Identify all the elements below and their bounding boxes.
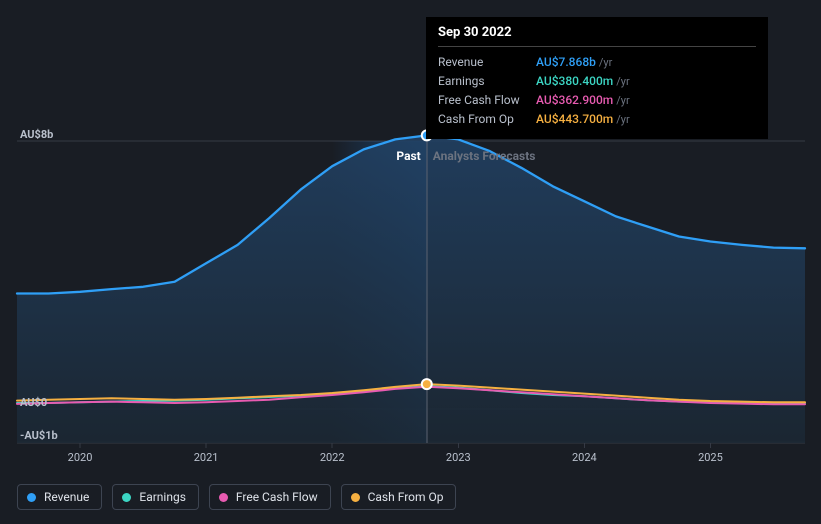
tooltip-metric-label: Free Cash Flow (438, 91, 536, 109)
tooltip-metric-label: Earnings (438, 72, 536, 90)
tooltip-date: Sep 30 2022 (438, 25, 756, 47)
legend-item-cash-from-op[interactable]: Cash From Op (341, 484, 457, 510)
region-label-forecast: Analysts Forecasts (433, 149, 536, 163)
tooltip-suffix: /yr (616, 73, 629, 91)
legend-label: Cash From Op (368, 490, 444, 504)
tooltip-metric-value: AU$380.400m (536, 72, 613, 90)
chart-tooltip: Sep 30 2022 RevenueAU$7.868b/yrEarningsA… (426, 17, 768, 139)
x-axis-tick: 2020 (68, 451, 93, 464)
chart-legend: Revenue Earnings Free Cash Flow Cash From O… (17, 484, 456, 510)
x-axis-tick: 2023 (446, 451, 471, 464)
tooltip-metric-value: AU$443.700m (536, 110, 613, 128)
x-axis-tick: 2025 (698, 451, 723, 464)
x-axis-tick: 2022 (320, 451, 345, 464)
tooltip-row: EarningsAU$380.400m/yr (438, 72, 756, 91)
tooltip-metric-value: AU$7.868b (536, 53, 596, 71)
legend-label: Free Cash Flow (236, 490, 318, 504)
legend-color-dot (351, 493, 360, 502)
tooltip-row: Cash From OpAU$443.700m/yr (438, 110, 756, 129)
tooltip-suffix: /yr (599, 54, 612, 72)
tooltip-row: Free Cash FlowAU$362.900m/yr (438, 91, 756, 110)
x-axis-tick: 2024 (572, 451, 597, 464)
tooltip-metric-label: Revenue (438, 53, 536, 71)
tooltip-suffix: /yr (616, 92, 629, 110)
legend-color-dot (219, 493, 228, 502)
legend-item-earnings[interactable]: Earnings (112, 484, 199, 510)
y-axis-label: AU$8b (20, 128, 53, 141)
legend-label: Revenue (44, 490, 89, 504)
legend-color-dot (27, 493, 36, 502)
x-axis: 2020 2021 2022 2023 2024 2025 (0, 451, 821, 467)
legend-item-revenue[interactable]: Revenue (17, 484, 102, 510)
tooltip-metric-value: AU$362.900m (536, 91, 613, 109)
tooltip-metric-label: Cash From Op (438, 110, 536, 128)
y-axis-label: AU$0 (20, 396, 47, 409)
financial-forecast-chart: AU$8b AU$0 -AU$1b Past Analysts Forecast… (0, 0, 821, 524)
legend-color-dot (122, 493, 131, 502)
legend-label: Earnings (139, 490, 186, 504)
tooltip-row: RevenueAU$7.868b/yr (438, 53, 756, 72)
tooltip-suffix: /yr (616, 111, 629, 129)
y-axis-label: -AU$1b (20, 429, 58, 442)
x-axis-tick: 2021 (194, 451, 219, 464)
legend-item-free-cash-flow[interactable]: Free Cash Flow (209, 484, 331, 510)
region-label-past: Past (396, 149, 420, 163)
